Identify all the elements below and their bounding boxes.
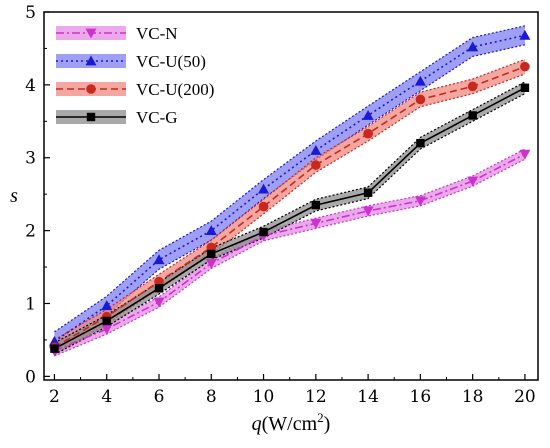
x-tick-label-10: 10 xyxy=(253,387,275,407)
point-vc-u-200-10 xyxy=(258,201,269,212)
x-tick-label-4: 4 xyxy=(101,387,112,407)
point-vc-u-200-12 xyxy=(311,160,321,170)
point-vc-u-50-10 xyxy=(258,183,270,194)
x-axis-label: q(W/cm2) xyxy=(252,410,331,435)
x-axis-label-symbol: q xyxy=(252,413,262,435)
band-upper-edge-vc-u-200 xyxy=(54,58,526,341)
point-vc-u-200-14 xyxy=(363,128,373,139)
point-vc-g-12 xyxy=(311,200,321,210)
point-vc-g-10 xyxy=(259,227,268,237)
legend-marker-vc-u-50 xyxy=(85,55,97,66)
x-axis: 2 4 6 8 10 12 14 16 18 20 xyxy=(49,374,536,407)
legend-marker-vc-n xyxy=(85,28,97,39)
x-axis-label-close: ) xyxy=(324,413,331,435)
x-tick-label-6: 6 xyxy=(154,387,165,407)
band-lower-edge-vc-g xyxy=(54,93,526,356)
y-tick-label-5: 5 xyxy=(25,3,36,23)
confidence-bands xyxy=(54,25,526,357)
x-axis-label-unit: (W/cm xyxy=(262,413,318,435)
line-vc-n xyxy=(54,153,526,352)
point-vc-g-2 xyxy=(50,344,59,353)
x-tick-label-14: 14 xyxy=(357,387,379,407)
point-vc-g-18 xyxy=(468,111,477,120)
point-vc-n-6 xyxy=(153,297,165,308)
point-vc-u-200-18 xyxy=(467,81,478,92)
band-upper-edge-vc-n xyxy=(54,148,526,347)
legend-label-vc-n: VC-N xyxy=(136,24,178,43)
point-vc-n-8 xyxy=(205,259,217,269)
legend-label-vc-u-50: VC-U(50) xyxy=(136,52,206,71)
band-lower-edge-vc-n xyxy=(54,158,526,357)
series-markers xyxy=(48,29,531,357)
point-vc-u-200-16 xyxy=(415,94,426,105)
point-vc-g-14 xyxy=(363,188,373,197)
point-vc-u-50-8 xyxy=(205,225,217,236)
legend-marker-vc-u-200 xyxy=(86,84,96,94)
x-tick-label-12: 12 xyxy=(305,387,327,407)
line-vc-u-50 xyxy=(54,34,526,343)
y-tick-label-1: 1 xyxy=(25,294,36,314)
legend-label-vc-g: VC-G xyxy=(136,108,178,127)
point-vc-u-50-6 xyxy=(153,254,165,265)
point-vc-n-20 xyxy=(519,149,531,160)
y-tick-label-3: 3 xyxy=(25,149,36,169)
x-tick-label-16: 16 xyxy=(410,387,432,407)
band-upper-edge-vc-u-50 xyxy=(54,25,526,333)
point-vc-g-8 xyxy=(207,249,216,259)
line-vc-g xyxy=(54,87,526,350)
y-tick-label-2: 2 xyxy=(25,222,36,242)
point-vc-u-50-16 xyxy=(414,75,426,86)
point-vc-u-50-18 xyxy=(467,41,479,52)
legend: VC-N VC-U(50) VC-U(200) VC-G xyxy=(56,24,214,127)
point-vc-n-4 xyxy=(101,324,113,335)
band-lower-edge-vc-u-50 xyxy=(54,44,526,352)
y-tick-label-0: 0 xyxy=(25,367,36,387)
point-vc-u-50-4 xyxy=(101,300,113,311)
x-tick-label-8: 8 xyxy=(206,387,217,407)
y-tick-label-4: 4 xyxy=(25,76,36,96)
band-vc-n xyxy=(54,148,525,356)
point-vc-g-4 xyxy=(102,316,111,326)
point-vc-g-20 xyxy=(520,83,530,92)
point-vc-n-18 xyxy=(467,176,479,187)
legend-marker-vc-g xyxy=(86,112,96,122)
series-lines xyxy=(54,34,526,352)
x-tick-label-18: 18 xyxy=(462,387,484,407)
point-vc-u-50-20 xyxy=(519,29,531,40)
x-tick-label-2: 2 xyxy=(49,387,60,407)
line-vc-u-200 xyxy=(54,65,526,348)
y-axis-label: s xyxy=(10,185,18,207)
plot-frame xyxy=(43,11,539,381)
point-vc-n-12 xyxy=(310,218,322,229)
point-vc-u-50-14 xyxy=(362,109,374,120)
point-vc-u-50-12 xyxy=(310,144,322,155)
x-axis-label-superscript: 2 xyxy=(317,410,324,425)
point-vc-g-6 xyxy=(154,283,164,293)
point-vc-n-16 xyxy=(414,196,426,207)
point-vc-n-14 xyxy=(362,206,374,217)
band-upper-edge-vc-g xyxy=(54,81,526,344)
legend-label-vc-u-200: VC-U(200) xyxy=(136,80,214,99)
x-tick-label-20: 20 xyxy=(514,387,536,407)
y-axis: 0 1 2 3 4 5 xyxy=(25,3,50,387)
point-vc-g-16 xyxy=(416,138,425,148)
point-vc-u-200-20 xyxy=(520,61,530,72)
